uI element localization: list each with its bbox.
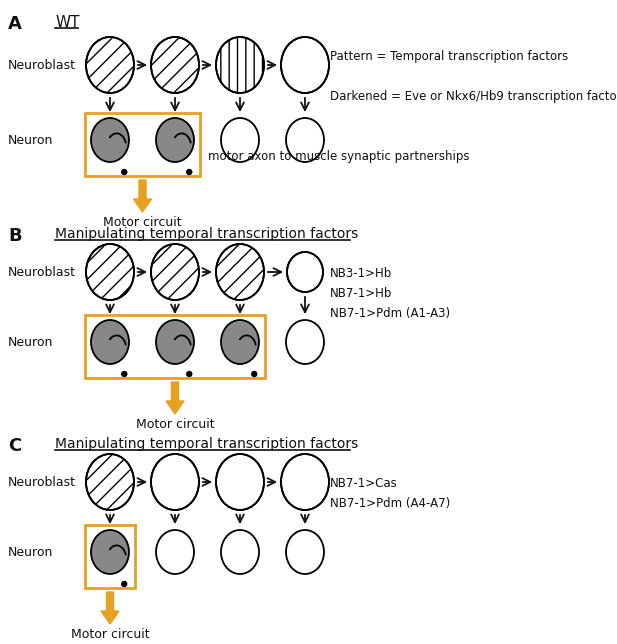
- Text: Motor circuit: Motor circuit: [103, 216, 182, 229]
- Ellipse shape: [221, 530, 259, 574]
- Text: Neuroblast: Neuroblast: [8, 59, 76, 71]
- Text: Neuron: Neuron: [8, 133, 54, 146]
- Ellipse shape: [151, 244, 199, 300]
- Text: Neuroblast: Neuroblast: [8, 265, 76, 278]
- Text: Motor circuit: Motor circuit: [136, 418, 214, 431]
- Ellipse shape: [286, 320, 324, 364]
- Text: A: A: [8, 15, 22, 33]
- Bar: [85, 525, 135, 588]
- Text: Pattern = Temporal transcription factors: Pattern = Temporal transcription factors: [330, 50, 568, 63]
- Text: Manipulating temporal transcription factors: Manipulating temporal transcription fact…: [55, 227, 358, 241]
- Ellipse shape: [216, 244, 264, 300]
- Ellipse shape: [281, 37, 329, 93]
- Text: NB3-1>Hb
NB7-1>Hb
NB7-1>Pdm (A1-A3): NB3-1>Hb NB7-1>Hb NB7-1>Pdm (A1-A3): [330, 267, 450, 320]
- Ellipse shape: [221, 320, 259, 364]
- Ellipse shape: [151, 454, 199, 510]
- Text: Neuroblast: Neuroblast: [8, 475, 76, 489]
- Ellipse shape: [91, 118, 129, 162]
- Polygon shape: [101, 592, 119, 624]
- Text: Neuron: Neuron: [8, 336, 54, 348]
- Circle shape: [122, 582, 126, 587]
- Circle shape: [252, 372, 257, 377]
- Text: B: B: [8, 227, 22, 245]
- Ellipse shape: [86, 454, 134, 510]
- Ellipse shape: [287, 252, 323, 292]
- Polygon shape: [133, 180, 152, 212]
- Ellipse shape: [156, 530, 194, 574]
- Ellipse shape: [281, 454, 329, 510]
- Ellipse shape: [156, 320, 194, 364]
- Ellipse shape: [156, 118, 194, 162]
- Text: NB7-1>Cas
NB7-1>Pdm (A4-A7): NB7-1>Cas NB7-1>Pdm (A4-A7): [330, 477, 450, 510]
- Text: Motor circuit: Motor circuit: [71, 628, 149, 641]
- Ellipse shape: [151, 37, 199, 93]
- Text: motor axon to muscle synaptic partnerships: motor axon to muscle synaptic partnershi…: [208, 150, 470, 163]
- Polygon shape: [166, 382, 184, 414]
- Text: Neuron: Neuron: [8, 545, 54, 558]
- Text: C: C: [8, 437, 21, 455]
- Ellipse shape: [286, 530, 324, 574]
- Bar: [85, 315, 265, 378]
- Ellipse shape: [216, 37, 264, 93]
- Ellipse shape: [86, 244, 134, 300]
- Ellipse shape: [91, 530, 129, 574]
- Text: Manipulating temporal transcription factors: Manipulating temporal transcription fact…: [55, 437, 358, 451]
- Ellipse shape: [216, 454, 264, 510]
- Bar: [85, 113, 200, 176]
- Ellipse shape: [91, 320, 129, 364]
- Ellipse shape: [86, 37, 134, 93]
- Ellipse shape: [286, 118, 324, 162]
- Circle shape: [122, 372, 126, 377]
- Text: Darkened = Eve or Nkx6/Hb9 transcription factors: Darkened = Eve or Nkx6/Hb9 transcription…: [330, 90, 617, 103]
- Text: WT: WT: [55, 15, 80, 30]
- Circle shape: [187, 169, 192, 175]
- Ellipse shape: [221, 118, 259, 162]
- Circle shape: [187, 372, 192, 377]
- Circle shape: [122, 169, 126, 175]
